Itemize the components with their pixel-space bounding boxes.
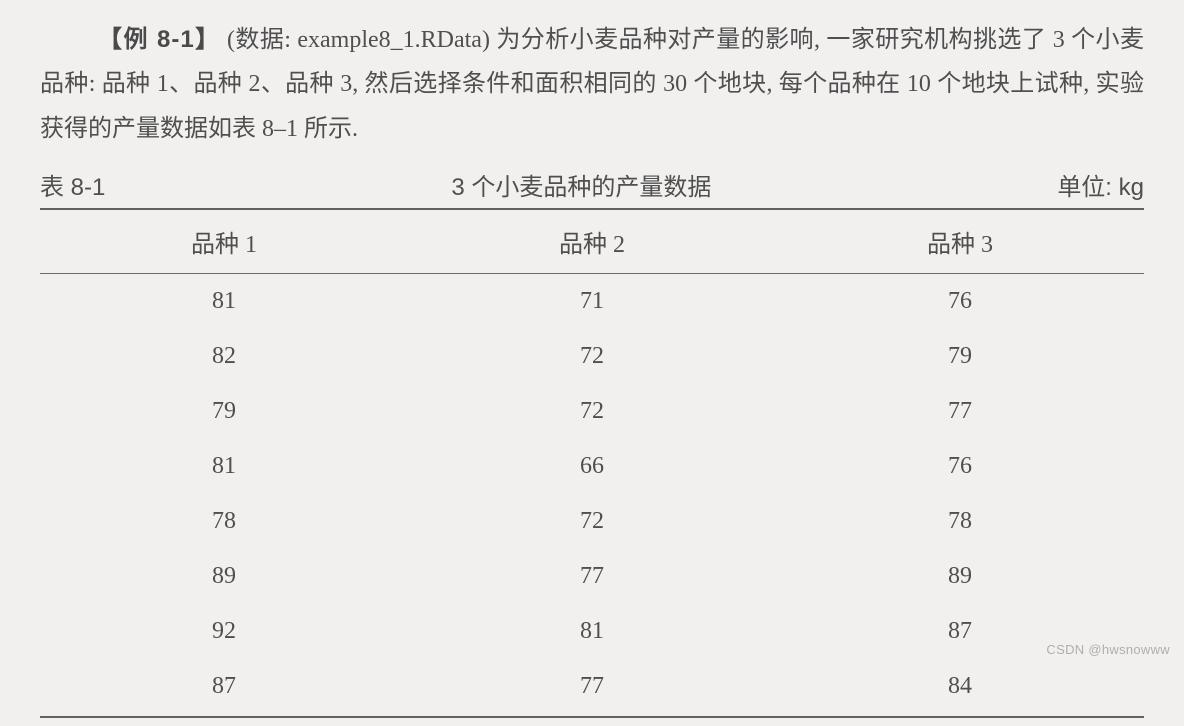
table-cell: 79 [40,384,408,439]
table-cell: 72 [408,329,776,384]
table-caption: 表 8-1 3 个小麦品种的产量数据 单位: kg [40,167,1144,202]
table-cell: 82 [40,329,408,384]
table-number: 表 8-1 [40,167,105,202]
col-header: 品种 2 [408,209,776,274]
table-cell: 76 [776,439,1144,494]
table-title: 3 个小麦品种的产量数据 [105,167,1057,202]
table-cell: 78 [776,494,1144,549]
table-row: 816676 [40,439,1144,494]
table-cell: 81 [40,439,408,494]
table-unit: 单位: kg [1057,167,1144,202]
table-cell: 66 [408,439,776,494]
table-cell: 92 [40,604,408,659]
table-cell: 77 [408,659,776,717]
table-header-row: 品种 1 品种 2 品种 3 [40,209,1144,274]
table-cell: 71 [408,274,776,330]
example-label: 【例 8-1】 [98,26,221,53]
data-table: 品种 1 品种 2 品种 3 8171768272797972778166767… [40,208,1144,718]
table-row: 877784 [40,659,1144,717]
table-cell: 77 [776,384,1144,439]
table-cell: 72 [408,384,776,439]
table-row: 817176 [40,274,1144,330]
table-cell: 89 [40,549,408,604]
col-header: 品种 1 [40,209,408,274]
table-cell: 72 [408,494,776,549]
table-cell: 76 [776,274,1144,330]
table-row: 827279 [40,329,1144,384]
table-cell: 89 [776,549,1144,604]
table-cell: 84 [776,659,1144,717]
table-row: 797277 [40,384,1144,439]
table-cell: 78 [40,494,408,549]
table-cell: 81 [408,604,776,659]
table-row: 928187 [40,604,1144,659]
table-cell: 81 [40,274,408,330]
table-row: 897789 [40,549,1144,604]
col-header: 品种 3 [776,209,1144,274]
table-row: 787278 [40,494,1144,549]
example-paragraph: 【例 8-1】 (数据: example8_1.RData) 为分析小麦品种对产… [40,18,1144,151]
watermark: CSDN @hwsnowww [1046,642,1170,657]
table-cell: 87 [40,659,408,717]
table-cell: 77 [408,549,776,604]
table-cell: 79 [776,329,1144,384]
